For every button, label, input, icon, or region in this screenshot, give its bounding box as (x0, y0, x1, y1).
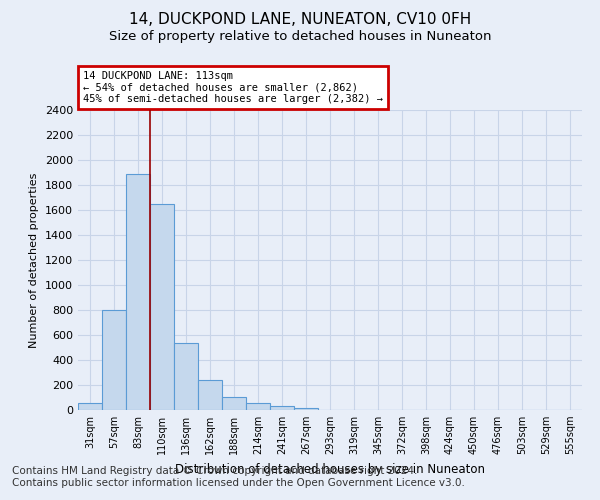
Bar (246, 403, 270, 410)
Bar (222, 396, 246, 410)
Text: 14 DUCKPOND LANE: 113sqm
← 54% of detached houses are smaller (2,862)
45% of sem: 14 DUCKPOND LANE: 113sqm ← 54% of detach… (83, 71, 383, 104)
Bar (102, 310, 126, 410)
Bar (294, 408, 318, 410)
X-axis label: Distribution of detached houses by size in Nuneaton: Distribution of detached houses by size … (175, 462, 485, 475)
Y-axis label: Number of detached properties: Number of detached properties (29, 172, 40, 348)
Text: 14, DUCKPOND LANE, NUNEATON, CV10 0FH: 14, DUCKPOND LANE, NUNEATON, CV10 0FH (129, 12, 471, 28)
Bar (150, 204, 174, 410)
Bar (270, 406, 294, 410)
Bar (174, 343, 198, 410)
Bar (198, 380, 222, 410)
Bar (126, 174, 150, 410)
Text: Size of property relative to detached houses in Nuneaton: Size of property relative to detached ho… (109, 30, 491, 43)
Bar (78, 403, 102, 410)
Text: Contains HM Land Registry data © Crown copyright and database right 2024.
Contai: Contains HM Land Registry data © Crown c… (12, 466, 465, 487)
